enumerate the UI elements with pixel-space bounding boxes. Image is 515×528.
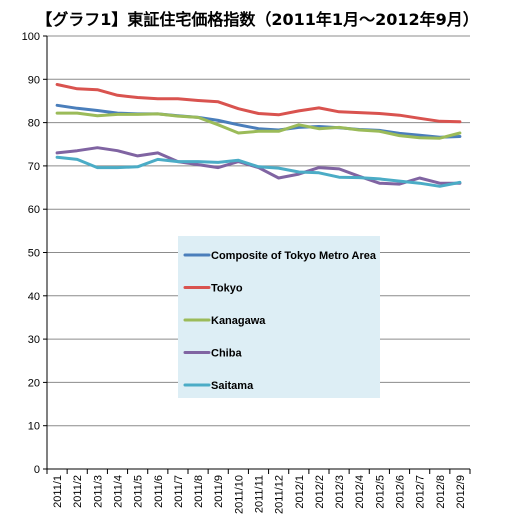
chart-title: 【グラフ1】東証住宅価格指数（2011年1月～2012年9月） (36, 10, 479, 29)
x-tick-label: 2012/5 (374, 475, 386, 509)
x-tick-label: 2011/7 (173, 475, 185, 508)
x-tick-label: 2012/6 (395, 475, 407, 509)
x-tick-label: 2011/5 (133, 475, 145, 508)
y-tick-label: 20 (28, 377, 40, 389)
x-tick-label: 2012/1 (294, 475, 306, 509)
y-tick-label: 80 (28, 118, 40, 130)
x-tick-label: 2011/10 (233, 475, 245, 514)
y-tick-label: 10 (28, 421, 40, 433)
x-tick-label: 2011/3 (92, 475, 104, 508)
y-tick-labels: 0 10 20 30 40 50 60 70 80 90 100 (22, 31, 40, 476)
legend-box (178, 236, 380, 398)
y-tick-label: 60 (28, 204, 40, 216)
legend-entry: Saitama (211, 380, 254, 392)
x-tick-label: 2012/3 (334, 475, 346, 509)
y-tick-label: 90 (28, 74, 40, 86)
x-tick-label: 2011/11 (254, 475, 266, 513)
series-line-4 (55, 155, 462, 188)
x-tick-label: 2012/7 (415, 475, 427, 509)
x-tick-label: 2011/8 (193, 475, 205, 508)
series-lines (55, 83, 462, 188)
y-tick-label: 40 (28, 291, 40, 303)
x-tick-label: 2012/4 (354, 475, 366, 509)
y-tick-label: 100 (22, 31, 40, 43)
series-line-2 (55, 111, 462, 140)
legend-entry: Tokyo (211, 283, 243, 295)
x-tick-labels: 2011/1 2011/2 2011/3 2011/4 2011/5 2011/6 2011… (52, 475, 467, 514)
x-tick-label: 2011/12 (274, 475, 286, 514)
x-tick-label: 2011/2 (72, 475, 84, 508)
y-tick-label: 30 (28, 334, 40, 346)
x-tick-label: 2011/6 (153, 475, 165, 508)
y-tick-label: 50 (28, 248, 40, 260)
legend: Composite of Tokyo Metro Area Tokyo Kanaga… (178, 236, 380, 398)
x-tick-label: 2012/8 (435, 475, 447, 509)
legend-entry: Chiba (211, 348, 242, 360)
y-tick-label: 0 (34, 464, 40, 476)
x-tick-label: 2011/1 (52, 475, 64, 508)
legend-entry: Kanagawa (211, 315, 266, 327)
x-tick-label: 2012/9 (455, 475, 467, 509)
legend-entry: Composite of Tokyo Metro Area (211, 250, 377, 262)
series-line-1 (55, 83, 462, 124)
axes (43, 35, 471, 474)
x-tick-label: 2011/4 (113, 475, 125, 508)
x-tick-label: 2012/2 (314, 475, 326, 509)
y-tick-label: 70 (28, 161, 40, 173)
x-tick-label: 2011/9 (213, 475, 225, 508)
